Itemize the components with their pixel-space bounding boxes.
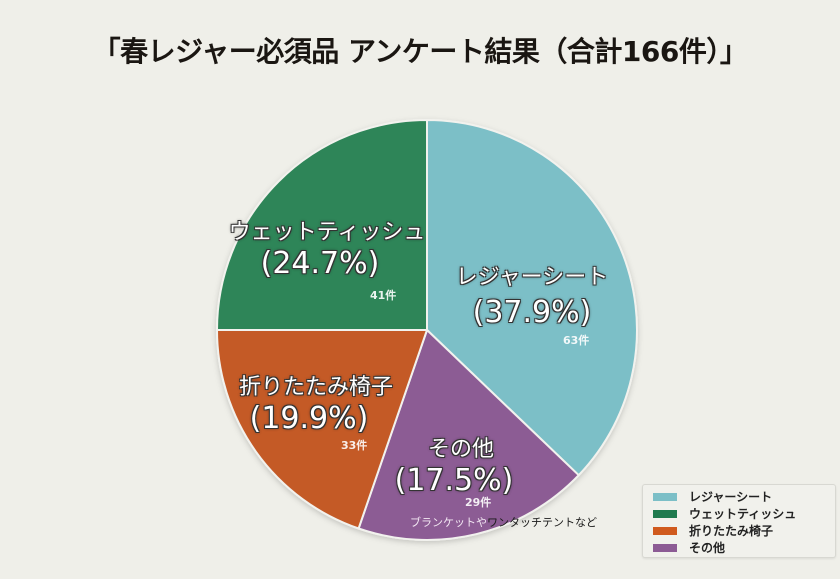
legend-item-other: その他 [653,539,835,556]
slice-other [357,329,580,541]
slice-wet-tissue [216,119,428,331]
slice-percent: (19.9%) [249,401,369,436]
slice-percent: (37.9%) [472,295,592,330]
legend-swatch [653,526,677,535]
slice-leisure-sheet [426,119,638,477]
slice-folding-chair [216,329,428,530]
label-leisure-sheet: レジャーシート (37.9%) [452,259,612,331]
chart-legend: レジャーシート ウェットティッシュ 折りたたみ椅子 その他 [642,484,836,558]
slice-name: ウェットティッシュ [228,220,426,245]
legend-label: ウェットティッシュ [689,507,797,521]
slice-name: 折りたたみ椅子 [238,375,393,400]
slice-count: 41件 [370,289,397,302]
legend-label: その他 [689,541,726,555]
legend-label: レジャーシート [689,490,773,504]
legend-swatch [653,509,677,518]
label-folding-chair: 折りたたみ椅子 (19.9%) [228,369,404,437]
label-other: その他 (17.5%) [395,431,526,499]
slice-percent: (24.7%) [260,246,380,281]
legend-item-leisure-sheet: レジャーシート [653,488,835,505]
legend-swatch [653,492,677,501]
legend-swatch [653,543,677,552]
legend-item-folding-chair: 折りたたみ椅子 [653,522,835,539]
legend-item-wet-tissue: ウェットティッシュ [653,505,835,522]
chart-title: 「春レジャー必須品 アンケート結果（合計166件）」 [92,35,748,68]
slice-name: その他 [427,437,494,462]
legend-label: 折りたたみ椅子 [689,524,774,538]
other-annotation: ブランケットやワンタッチテントなど [410,514,597,530]
annotation-part-b: ワンタッチテントなど [487,516,597,529]
slice-count: 63件 [563,334,590,347]
label-wet-tissue: ウェットティッシュ (24.7%) [222,214,432,282]
slice-name: レジャーシート [455,265,609,290]
slice-count: 29件 [465,496,492,509]
slice-percent: (17.5%) [394,463,514,498]
slice-count: 33件 [341,439,368,452]
annotation-part-a: ブランケットや [410,516,487,529]
